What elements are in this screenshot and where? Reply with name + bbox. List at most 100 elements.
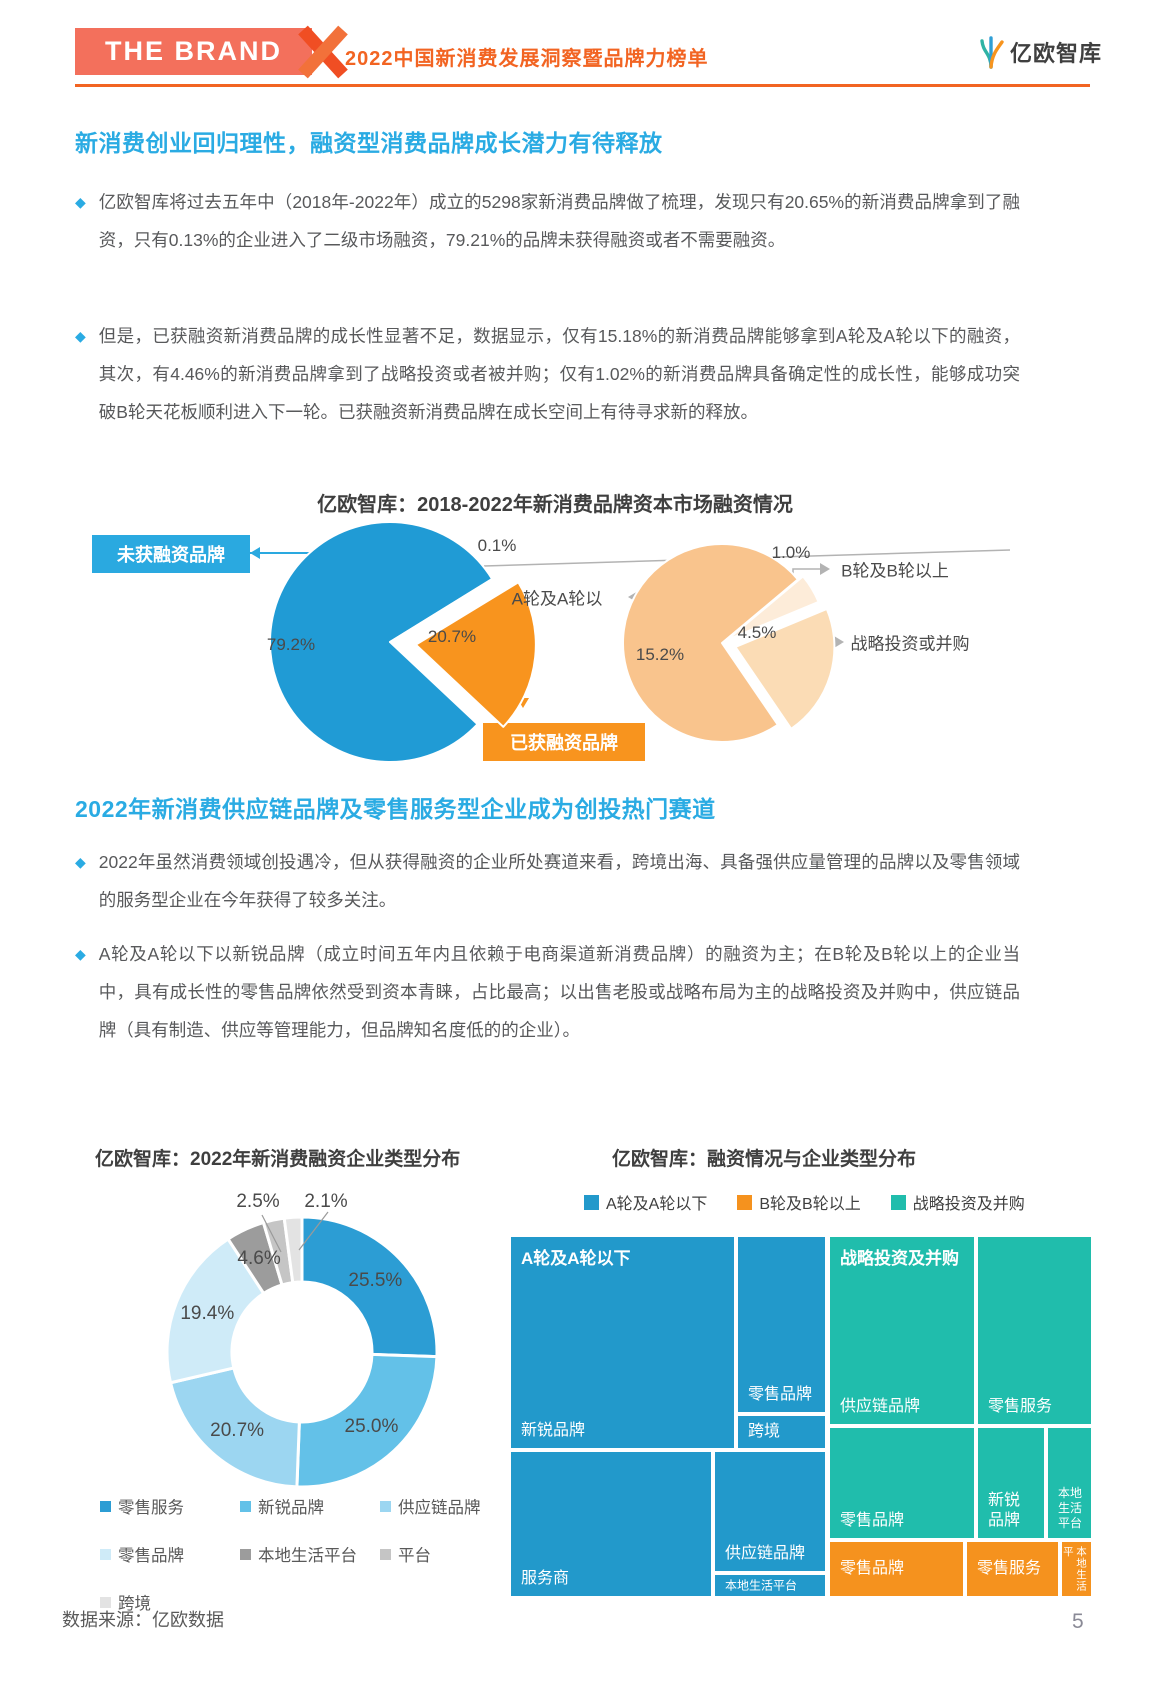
treemap-cell: 本地 生活 平台 <box>1046 1426 1093 1540</box>
treemap-cell: 战略投资及并购 供应链品牌 <box>828 1235 976 1426</box>
legend-item: 供应链品牌 <box>380 1494 481 1518</box>
section2-heading: 2022年新消费供应链品牌及零售服务型企业成为创投热门赛道 <box>75 796 716 822</box>
legend-swatch <box>100 1596 111 1608</box>
treemap-cell-label: 零售服务 <box>988 1398 1053 1415</box>
treemap-series-header: A轮及A轮以下 <box>521 1249 631 1268</box>
pct-a-round: 15.2% <box>635 645 685 664</box>
connector-arrowhead <box>517 698 529 708</box>
connector-arrowhead <box>820 563 830 575</box>
treemap-cell: 零售服务 <box>965 1540 1060 1598</box>
yiou-logo: 亿欧智库 <box>978 34 1102 70</box>
donut-slice <box>261 1216 295 1287</box>
label-a-round: A轮及A轮以 <box>511 589 603 609</box>
treemap-cell-label: 跨境 <box>748 1423 781 1440</box>
treemap-cell-label: 供应链品牌 <box>840 1398 921 1415</box>
section1-heading: 新消费创业回归理性，融资型消费品牌成长潜力有待释放 <box>75 130 663 156</box>
pct-b-round: 1.0% <box>771 543 811 562</box>
legend-swatch <box>380 1500 391 1512</box>
donut-slice <box>282 1215 304 1285</box>
bullet-text: A轮及A轮以下以新锐品牌（成立时间五年内且依赖于电商渠道新消费品牌）的融资为主；… <box>98 944 1020 1040</box>
yiou-logo-icon <box>980 36 1004 69</box>
legend-swatch <box>240 1548 251 1560</box>
yiou-logo-text: 亿欧智库 <box>1010 41 1103 66</box>
brand-logo-text: THE BRAND <box>105 36 282 66</box>
legend-swatch <box>584 1194 599 1210</box>
legend-swatch <box>890 1194 906 1210</box>
bullet-item: ◆ 亿欧智库将过去五年中（2018年-2022年）成立的5298家新消费品牌做了… <box>75 183 1020 259</box>
pct-secondary-market: 0.1% <box>477 536 517 555</box>
donut-slice <box>300 1215 439 1359</box>
legend-label: A轮及A轮以下 <box>606 1196 708 1213</box>
connector-line <box>792 568 822 586</box>
label-b-round: B轮及B轮以上 <box>841 561 949 581</box>
legend-swatch <box>100 1548 111 1560</box>
bullet-item: ◆ 但是，已获融资新消费品牌的成长性显著不足，数据显示，仅有15.18%的新消费… <box>75 317 1020 431</box>
pie-slice <box>734 608 836 730</box>
bullet-diamond-icon: ◆ <box>75 946 86 962</box>
legend-label: B轮及B轮以上 <box>759 1196 861 1213</box>
donut-pct-label: 20.7% <box>210 1419 265 1441</box>
donut-pct-label: 19.4% <box>180 1303 235 1325</box>
bullet-text: 亿欧智库将过去五年中（2018年-2022年）成立的5298家新消费品牌做了梳理… <box>98 192 1020 250</box>
treemap-cell: 服务商 <box>509 1450 713 1598</box>
treemap-cell: 新锐 品牌 <box>976 1426 1046 1540</box>
bullet-diamond-icon: ◆ <box>75 194 86 210</box>
treemap-cell: 供应链品牌 <box>713 1450 827 1573</box>
unfunded-brands-callout: 未获融资品牌 <box>92 535 250 573</box>
bullet-item: ◆ 2022年虽然消费领域创投遇冷，但从获得融资的企业所处赛道来看，跨境出海、具… <box>75 843 1020 919</box>
connector-arrowhead <box>628 591 638 603</box>
legend-item: 平台 <box>380 1542 481 1566</box>
donut-legend: 零售服务 新锐品牌 供应链品牌零售品牌 本地生活平台 平台跨境 <box>100 1494 481 1614</box>
legend-label: 本地生活平台 <box>258 1547 357 1565</box>
label-strategic: 战略投资或并购 <box>850 634 970 654</box>
brand-logo: THE BRAND <box>75 28 312 75</box>
legend-label: 新锐品牌 <box>258 1499 324 1517</box>
treemap-cell: 本地生活平台 <box>713 1573 827 1598</box>
bullet-diamond-icon: ◆ <box>75 328 86 344</box>
donut-slice <box>295 1352 439 1489</box>
legend-item: B轮及B轮以上 <box>737 1190 861 1214</box>
legend-label: 跨境 <box>118 1595 151 1613</box>
legend-swatch <box>100 1500 111 1512</box>
treemap-cell-label: 本地 生活 平台 <box>1058 1486 1083 1530</box>
bullet-text: 但是，已获融资新消费品牌的成长性显著不足，数据显示，仅有15.18%的新消费品牌… <box>98 326 1020 422</box>
legend-label: 零售服务 <box>118 1499 184 1517</box>
treemap-cell-label: 零售品牌 <box>840 1560 905 1577</box>
legend-label: 战略投资及并购 <box>912 1196 1025 1213</box>
bullet-text: 2022年虽然消费领域创投遇冷，但从获得融资的企业所处赛道来看，跨境出海、具备强… <box>98 852 1020 910</box>
legend-item: 跨境 <box>100 1590 240 1614</box>
connector-line <box>483 549 1011 567</box>
treemap-chart: A轮及A轮以下 新锐品牌 零售品牌 跨境 服务商 供应链品牌 本地生活平台 战略投资及并购 供应… <box>509 1235 1093 1598</box>
leader-line <box>298 1211 329 1251</box>
treemap-cell: 零售品牌 <box>736 1235 827 1414</box>
legend-item: 新锐品牌 <box>240 1494 380 1518</box>
pie-slice <box>726 575 820 641</box>
brand-x-icon <box>298 25 348 79</box>
data-source-note: 数据来源：亿欧数据 <box>62 1610 224 1630</box>
treemap-cell-label: 本地生活平 <box>1061 1546 1087 1592</box>
legend-item: A轮及A轮以下 <box>584 1190 707 1214</box>
legend-item: 零售品牌 <box>100 1542 240 1566</box>
treemap-cell: 本地生活平 <box>1060 1540 1093 1598</box>
legend-label: 零售品牌 <box>118 1547 184 1565</box>
treemap-cell-label: 零售服务 <box>977 1560 1042 1577</box>
document-title: 2022中国新消费发展洞察暨品牌力榜单 <box>345 48 709 70</box>
treemap-cell: 零售品牌 <box>828 1426 976 1540</box>
donut-pct-label: 25.0% <box>344 1415 399 1437</box>
connector-arrowhead <box>250 547 260 559</box>
donut-slice <box>165 1237 266 1385</box>
donut-slice <box>169 1366 301 1489</box>
treemap-cell-label: 零售品牌 <box>840 1512 905 1529</box>
treemap-cell-label: 新锐品牌 <box>521 1422 586 1439</box>
connector-line <box>825 641 836 668</box>
pie-slice <box>414 581 537 728</box>
pct-strategic: 4.5% <box>737 623 777 642</box>
donut-pct-label: 4.6% <box>237 1248 281 1270</box>
connector-arrowhead <box>834 636 844 648</box>
header-rule <box>75 84 1090 87</box>
pct-funded: 20.7% <box>427 627 477 646</box>
connector-line <box>250 552 354 602</box>
treemap-cell: 跨境 <box>736 1414 827 1450</box>
treemap-series-header: 战略投资及并购 <box>840 1249 959 1268</box>
legend-item: 零售服务 <box>100 1494 240 1518</box>
